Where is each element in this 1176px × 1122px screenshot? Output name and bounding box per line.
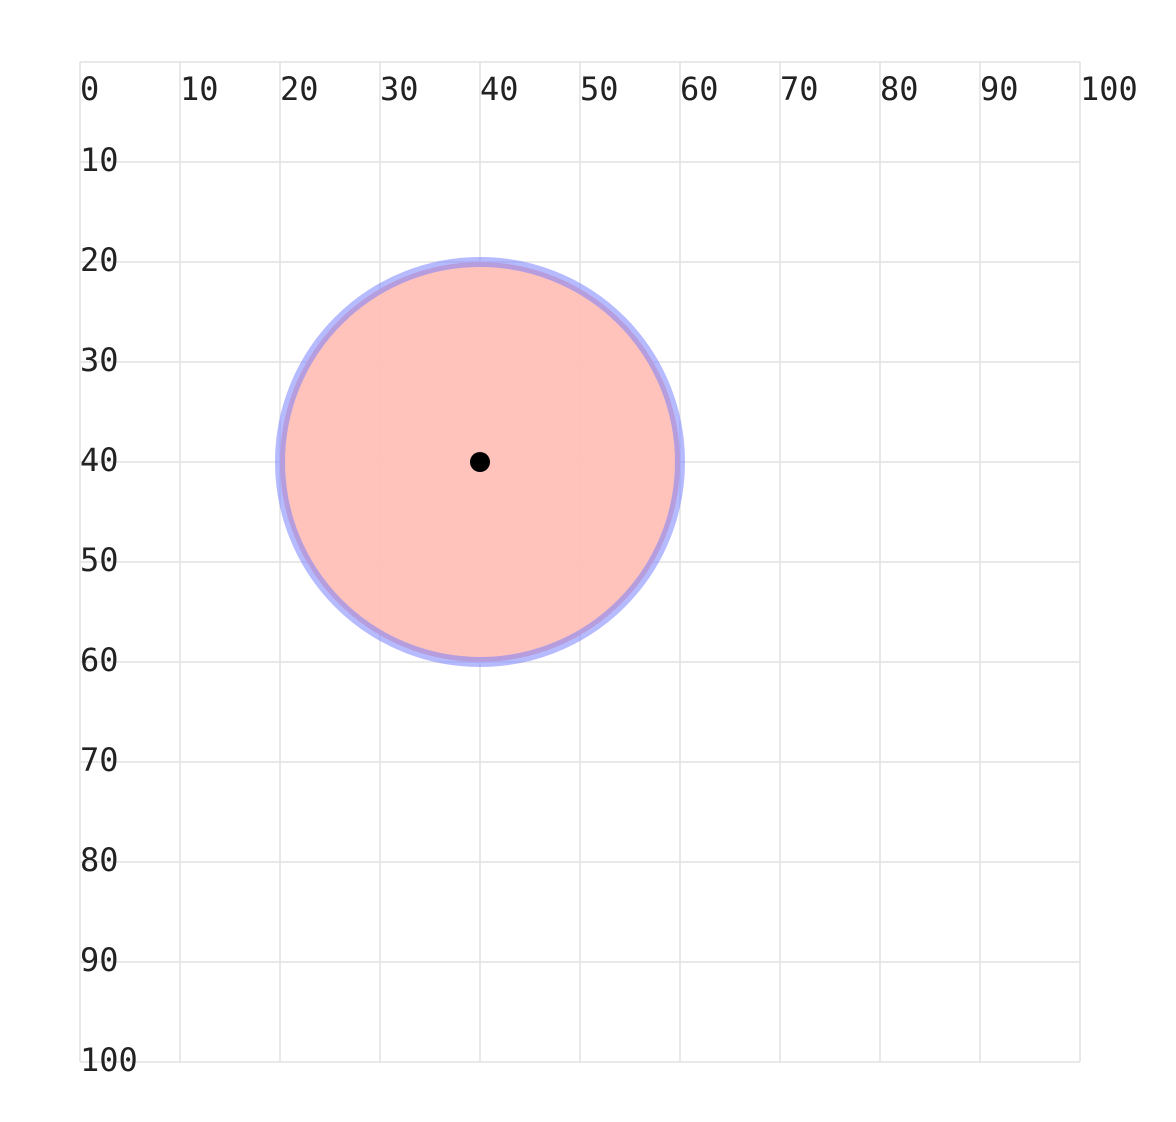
x-tick-label: 50 [580, 70, 619, 108]
y-tick-label: 40 [80, 441, 119, 479]
x-tick-label: 100 [1080, 70, 1138, 108]
x-tick-label: 40 [480, 70, 519, 108]
y-tick-label: 10 [80, 141, 119, 179]
x-tick-label: 10 [180, 70, 219, 108]
x-tick-label: 30 [380, 70, 419, 108]
x-tick-label: 0 [80, 70, 99, 108]
x-tick-label: 60 [680, 70, 719, 108]
y-tick-label: 70 [80, 741, 119, 779]
x-tick-label: 80 [880, 70, 919, 108]
y-tick-label: 80 [80, 841, 119, 879]
y-tick-label: 50 [80, 541, 119, 579]
y-tick-label: 90 [80, 941, 119, 979]
y-tick-label: 30 [80, 341, 119, 379]
x-tick-label: 20 [280, 70, 319, 108]
x-tick-label: 90 [980, 70, 1019, 108]
y-tick-label: 20 [80, 241, 119, 279]
x-tick-label: 70 [780, 70, 819, 108]
center-point [470, 452, 490, 472]
y-tick-label: 100 [80, 1041, 138, 1079]
y-tick-label: 60 [80, 641, 119, 679]
